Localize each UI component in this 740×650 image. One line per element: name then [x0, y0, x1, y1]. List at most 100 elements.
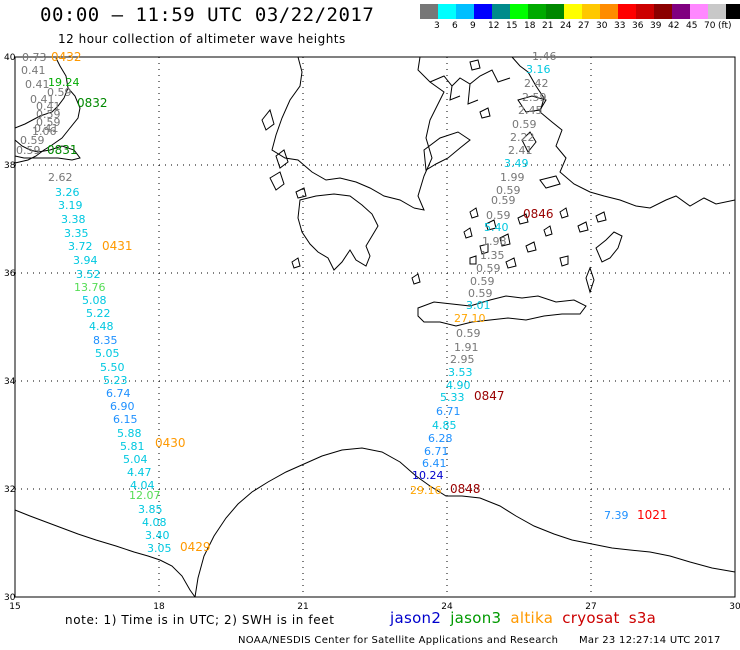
coastline-thasos: [411, 59, 491, 285]
coastline-rhodes: [595, 231, 623, 263]
wave-height-value: 4.47: [127, 466, 152, 479]
wave-height-value: 0.73: [22, 51, 47, 64]
wave-height-value: 6.71: [424, 445, 449, 458]
wave-height-value: 3.85: [138, 503, 163, 516]
lat-label: 34: [4, 377, 16, 387]
legend-label: 9: [470, 21, 476, 31]
wave-height-value: 2.41: [508, 144, 533, 157]
coastline-lesbos: [517, 95, 547, 113]
wave-height-value: 27.10: [454, 312, 486, 325]
wave-height-value: 0.41: [25, 78, 50, 91]
legend-label: 33: [614, 21, 626, 31]
legend-swatches: [420, 4, 740, 19]
wave-height-value: 0.41: [21, 64, 46, 77]
coastlines: [14, 56, 736, 598]
pass-time-label: 0831: [47, 143, 78, 157]
satellite-jason3: jason3: [450, 609, 502, 627]
wave-height-value: 3.19: [58, 199, 83, 212]
legend-swatch: [546, 4, 564, 19]
wave-height-value: 3.16: [526, 63, 551, 76]
generated-timestamp: Mar 23 12:27:14 UTC 2017: [579, 635, 721, 646]
coastline-cyrenaica: [194, 447, 736, 598]
wave-height-labels: 0.730.410.4119.240.590.410.410.590.590.4…: [16, 50, 629, 555]
wave-height-value: 1.99: [500, 171, 525, 184]
lat-label: 36: [4, 269, 16, 279]
legend-swatch: [564, 4, 582, 19]
wave-height-value: 5.40: [484, 221, 509, 234]
wave-height-value: 0.59: [20, 134, 45, 147]
coastline-karpathos: [585, 266, 595, 294]
wave-height-value: 3.72: [68, 240, 93, 253]
legend-label: 15: [506, 21, 518, 31]
credit-text: NOAA/NESDIS Center for Satellite Applica…: [238, 635, 559, 646]
legend-label: 42: [668, 21, 680, 31]
wave-height-value: 10.24: [412, 469, 444, 482]
wave-height-value: 0.59: [476, 262, 501, 275]
wave-height-value: 4.85: [432, 419, 457, 432]
lon-label: 21: [297, 602, 308, 612]
wave-height-value: 0.59: [470, 275, 495, 288]
wave-height-value: 6.41: [422, 457, 447, 470]
lat-lon-grid: [15, 57, 735, 597]
legend-unit: (ft): [718, 21, 732, 31]
coastline-sicily: [14, 139, 81, 161]
legend-swatch: [726, 4, 740, 19]
legend-swatch: [654, 4, 672, 19]
color-scale-legend: 3 6 9 12 15 18 21 24 27 30 33 36 39 42 45 70 (ft): [420, 4, 740, 33]
legend-label: 12: [488, 21, 500, 31]
wave-height-value: 3.38: [61, 213, 86, 226]
wave-height-value: 3.26: [55, 186, 80, 199]
lat-label: 32: [4, 485, 15, 495]
wave-height-value: 1.46: [532, 50, 557, 63]
wave-height-value: 3.52: [76, 268, 101, 281]
lon-label: 24: [441, 602, 453, 612]
pass-time-label: 0431: [102, 239, 133, 253]
wave-height-value: 2.42: [524, 77, 549, 90]
wave-height-value: 0.59: [47, 86, 72, 99]
legend-swatch: [636, 4, 654, 19]
map-frame: [14, 56, 736, 598]
wave-height-value: 4.90: [446, 379, 471, 392]
map-title: 00:00 – 11:59 UTC 03/22/2017: [40, 4, 375, 26]
legend-swatch: [582, 4, 600, 19]
pass-time-label: 0432: [51, 50, 82, 64]
legend-label: 6: [452, 21, 458, 31]
pass-time-label: 0430: [155, 436, 186, 450]
coastline-greece-east: [413, 56, 445, 211]
lat-label: 38: [4, 161, 16, 171]
pass-time-label: 0848: [450, 482, 481, 496]
pass-time-labels: 0432 0832 0831 0431 0846 0847 0430 0848 0429 1021: [47, 50, 668, 554]
wave-height-value: 0.59: [16, 144, 41, 157]
legend-label: 18: [524, 21, 536, 31]
coastline-ionian: [261, 108, 307, 269]
pass-time-label: 0832: [77, 96, 108, 110]
wave-height-value: 0.59: [468, 287, 493, 300]
wave-height-value: 2.62: [48, 171, 73, 184]
wave-height-value: 5.88: [117, 427, 142, 440]
legend-swatch: [672, 4, 690, 19]
coastline-greece-west: [271, 56, 415, 209]
footnote: note: 1) Time is in UTC; 2) SWH is in fe…: [65, 613, 335, 627]
lon-label: 18: [153, 602, 165, 612]
wave-height-value: 5.04: [123, 453, 148, 466]
wave-height-value: 5.50: [100, 361, 125, 374]
map-subtitle: 12 hour collection of altimeter wave hei…: [58, 32, 346, 46]
legend-label: 36: [632, 21, 644, 31]
lon-label: 27: [585, 602, 596, 612]
legend-swatch: [510, 4, 528, 19]
wave-height-value: 5.81: [120, 440, 145, 453]
wave-height-value: 12.07: [129, 489, 161, 502]
legend-swatch: [456, 4, 474, 19]
legend-label: 21: [542, 21, 554, 31]
satellite-cryosat: cryosat: [562, 609, 620, 627]
legend-label: 45: [686, 21, 698, 31]
wave-height-value: 0.59: [512, 118, 537, 131]
wave-height-value: 5.08: [82, 294, 107, 307]
legend-label: 70: [704, 21, 716, 31]
lon-label: 30: [729, 602, 740, 612]
coastline-libya-west: [14, 509, 196, 598]
wave-height-value: 3.01: [466, 299, 491, 312]
wave-height-value: 0.59: [456, 327, 481, 340]
